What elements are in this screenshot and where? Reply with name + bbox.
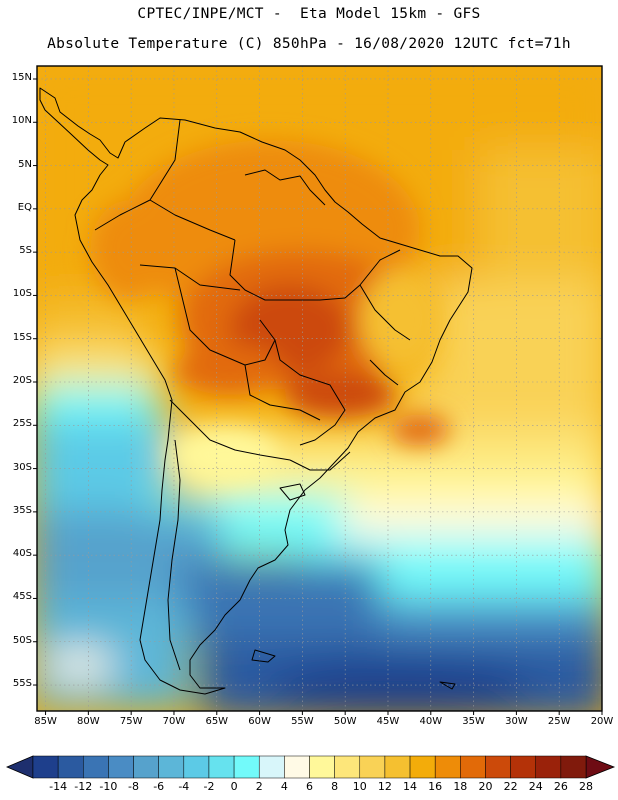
colorbar-label: 2 bbox=[255, 780, 263, 793]
colorbar-label: 10 bbox=[352, 780, 367, 793]
lat-label: 25S bbox=[12, 418, 32, 430]
continent-outline bbox=[39, 87, 473, 695]
colorbar-label: 4 bbox=[280, 780, 288, 793]
colorbar-swatch bbox=[334, 755, 361, 779]
colorbar-swatch bbox=[309, 755, 335, 779]
colorbar bbox=[5, 755, 616, 779]
colorbar-label: -12 bbox=[74, 780, 93, 793]
colorbar-swatch bbox=[258, 755, 285, 779]
colorbar-label: -10 bbox=[99, 780, 118, 793]
colorbar-label: -2 bbox=[203, 780, 215, 793]
colorbar-swatch bbox=[510, 755, 536, 779]
lon-label: 50W bbox=[333, 716, 357, 727]
colorbar-label: 20 bbox=[478, 780, 493, 793]
colorbar-swatch bbox=[32, 755, 59, 779]
temperature-field bbox=[37, 66, 602, 711]
map-frame bbox=[36, 65, 603, 712]
lat-label: EQ bbox=[17, 201, 32, 213]
colorbar-label: 6 bbox=[306, 780, 313, 793]
colorbar-label: -6 bbox=[153, 780, 165, 793]
axis-ticks bbox=[33, 78, 603, 715]
colorbar-swatch bbox=[158, 755, 185, 779]
lon-label: 65W bbox=[205, 716, 229, 727]
lon-label: 35W bbox=[462, 716, 485, 727]
colorbar-label: 16 bbox=[428, 780, 443, 793]
lat-label: 55S bbox=[12, 678, 32, 690]
colorbar-label: 12 bbox=[377, 780, 392, 793]
colorbar-swatch bbox=[560, 755, 587, 779]
map-title: CPTEC/INPE/MCT - Eta Model 15km - GFS bbox=[137, 6, 481, 22]
colorbar-label: 18 bbox=[453, 780, 468, 793]
lat-label: 35S bbox=[12, 504, 32, 516]
colorbar-low-arrow bbox=[5, 755, 34, 779]
lat-label: 15S bbox=[12, 331, 32, 343]
colorbar-swatch bbox=[208, 755, 235, 779]
lon-label: 75W bbox=[119, 716, 143, 727]
lon-label: 25W bbox=[547, 716, 571, 727]
colorbar-label: -14 bbox=[49, 780, 68, 793]
colorbar-label: 14 bbox=[403, 780, 418, 793]
colorbar-label: 28 bbox=[579, 780, 593, 793]
colorbar-label: 24 bbox=[528, 780, 543, 793]
colorbar-swatch bbox=[535, 755, 562, 779]
colorbar-label: -4 bbox=[178, 780, 190, 793]
colorbar-label: -8 bbox=[128, 780, 140, 793]
colorbar-label: 8 bbox=[331, 780, 339, 793]
colorbar-swatch bbox=[183, 755, 210, 779]
colorbar-swatch bbox=[108, 755, 134, 779]
map-subtitle: Absolute Temperature (C) 850hPa - 16/08/… bbox=[47, 36, 571, 52]
lat-label: 50S bbox=[12, 634, 32, 646]
lat-label: 10S bbox=[12, 288, 32, 300]
lat-label: 45S bbox=[12, 591, 32, 603]
colorbar-swatch bbox=[233, 755, 260, 779]
colorbar-swatch bbox=[284, 755, 310, 779]
colorbar-swatch bbox=[485, 755, 511, 779]
colorbar-swatch bbox=[133, 755, 159, 779]
lat-label: 5S bbox=[19, 245, 32, 257]
lat-label: 5N bbox=[18, 158, 32, 170]
lon-label: 20W bbox=[590, 716, 614, 727]
colorbar-swatch bbox=[434, 755, 461, 779]
lat-label: 40S bbox=[12, 548, 32, 560]
colorbar-swatch bbox=[384, 755, 411, 779]
colorbar-label: 26 bbox=[553, 780, 568, 793]
colorbar-swatch bbox=[460, 755, 486, 779]
colorbar-high-arrow bbox=[585, 755, 616, 779]
lat-label: 10N bbox=[11, 115, 32, 127]
lon-label: 55W bbox=[291, 716, 314, 727]
lat-label: 15N bbox=[11, 71, 32, 83]
lon-label: 70W bbox=[162, 716, 186, 727]
colorbar-swatch bbox=[57, 755, 84, 779]
lat-label: 30S bbox=[12, 461, 32, 473]
lon-label: 45W bbox=[376, 716, 400, 727]
colorbar-swatch bbox=[409, 755, 436, 779]
colorbar-swatch bbox=[83, 755, 109, 779]
colorbar-label: 0 bbox=[230, 780, 238, 793]
lon-label: 80W bbox=[77, 716, 100, 727]
lon-label: 60W bbox=[248, 716, 271, 727]
colorbar-swatch bbox=[359, 755, 386, 779]
lat-label: 20S bbox=[12, 375, 32, 386]
colorbar-label: 22 bbox=[503, 780, 518, 793]
lon-label: 40W bbox=[419, 716, 443, 727]
lon-label: 85W bbox=[34, 716, 57, 727]
lon-label: 30W bbox=[505, 716, 528, 727]
